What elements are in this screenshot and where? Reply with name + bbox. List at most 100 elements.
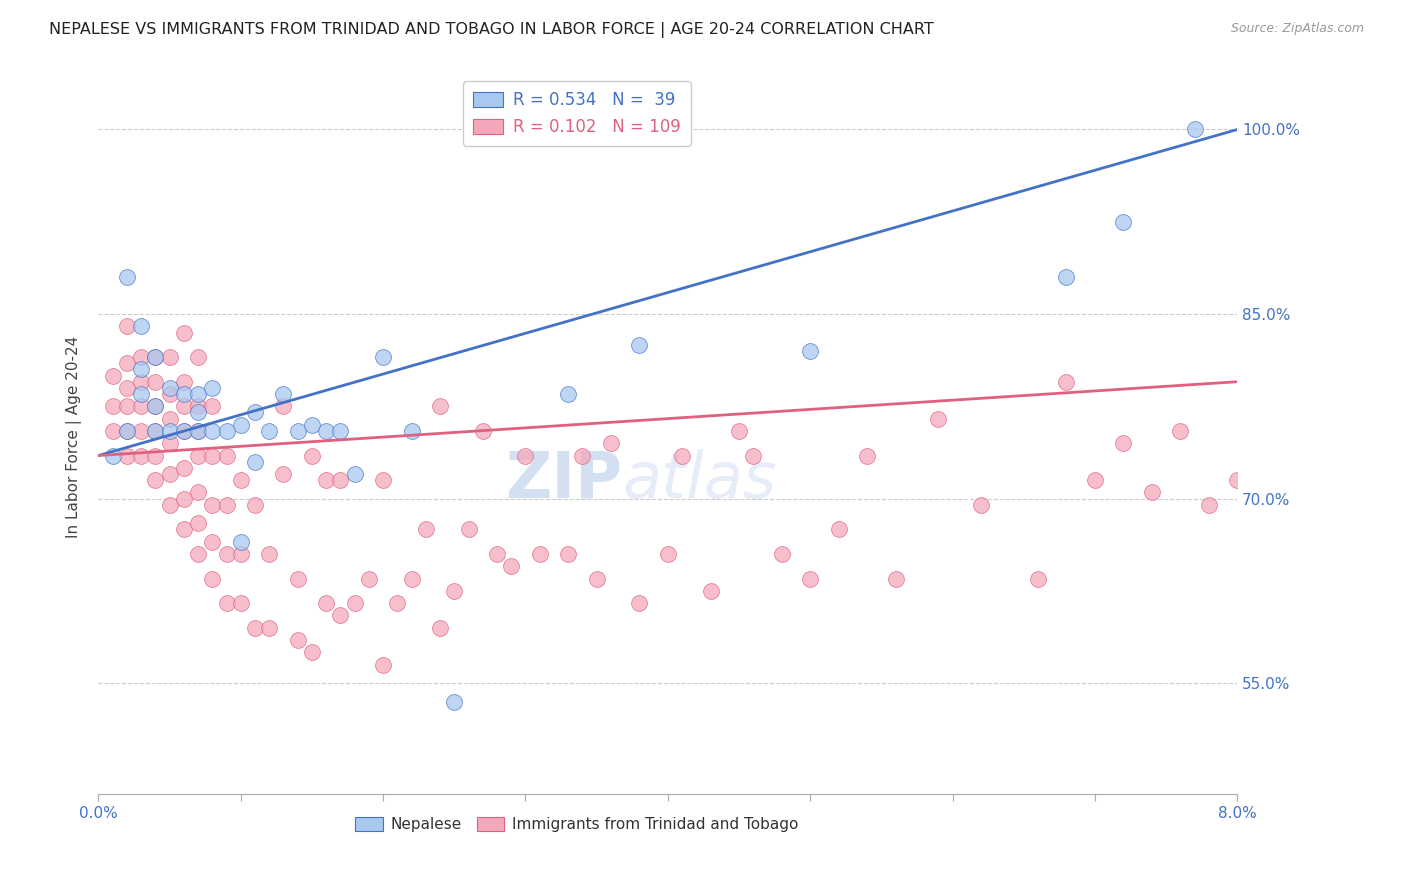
Point xyxy=(173,326,195,340)
Point xyxy=(600,436,623,450)
Point xyxy=(243,455,266,469)
Point xyxy=(173,400,195,414)
Point xyxy=(387,596,409,610)
Point xyxy=(187,405,209,419)
Point xyxy=(259,621,281,635)
Point xyxy=(129,424,152,438)
Point xyxy=(557,387,579,401)
Point xyxy=(173,424,195,438)
Point xyxy=(159,436,181,450)
Point xyxy=(287,633,309,648)
Point xyxy=(287,424,309,438)
Point xyxy=(187,547,209,561)
Point xyxy=(585,572,607,586)
Point xyxy=(187,424,209,438)
Point xyxy=(329,473,352,487)
Point xyxy=(628,338,651,352)
Point xyxy=(173,522,195,536)
Point xyxy=(529,547,551,561)
Point xyxy=(215,498,238,512)
Point xyxy=(187,424,209,438)
Point xyxy=(371,350,394,364)
Point xyxy=(159,424,181,438)
Point xyxy=(1254,510,1277,524)
Point xyxy=(187,350,209,364)
Point xyxy=(159,498,181,512)
Point xyxy=(443,583,465,598)
Point xyxy=(315,424,337,438)
Point xyxy=(101,449,124,463)
Point xyxy=(970,498,993,512)
Point xyxy=(287,572,309,586)
Point xyxy=(201,498,224,512)
Point xyxy=(145,350,167,364)
Point xyxy=(201,534,224,549)
Point xyxy=(201,572,224,586)
Text: NEPALESE VS IMMIGRANTS FROM TRINIDAD AND TOBAGO IN LABOR FORCE | AGE 20-24 CORRE: NEPALESE VS IMMIGRANTS FROM TRINIDAD AND… xyxy=(49,22,934,38)
Point xyxy=(101,368,124,383)
Point xyxy=(201,424,224,438)
Point xyxy=(884,572,907,586)
Point xyxy=(173,491,195,506)
Point xyxy=(115,400,138,414)
Point xyxy=(301,449,323,463)
Point xyxy=(115,424,138,438)
Point xyxy=(371,657,394,672)
Point xyxy=(115,356,138,370)
Point xyxy=(115,424,138,438)
Point xyxy=(429,400,451,414)
Point xyxy=(1284,424,1306,438)
Point xyxy=(101,424,124,438)
Point xyxy=(671,449,693,463)
Point xyxy=(742,449,765,463)
Point xyxy=(215,547,238,561)
Point xyxy=(201,449,224,463)
Point xyxy=(515,449,537,463)
Point xyxy=(243,621,266,635)
Point xyxy=(371,473,394,487)
Point xyxy=(243,405,266,419)
Point xyxy=(129,362,152,376)
Point xyxy=(145,400,167,414)
Legend: Nepalese, Immigrants from Trinidad and Tobago: Nepalese, Immigrants from Trinidad and T… xyxy=(347,809,806,839)
Point xyxy=(357,572,380,586)
Point xyxy=(173,387,195,401)
Point xyxy=(215,424,238,438)
Point xyxy=(229,596,252,610)
Point xyxy=(129,375,152,389)
Point xyxy=(301,417,323,432)
Point xyxy=(329,424,352,438)
Point xyxy=(273,387,295,401)
Point xyxy=(799,343,821,358)
Point xyxy=(115,449,138,463)
Point xyxy=(159,381,181,395)
Point xyxy=(856,449,879,463)
Point xyxy=(1184,122,1206,136)
Point xyxy=(301,645,323,659)
Point xyxy=(486,547,509,561)
Point xyxy=(728,424,751,438)
Text: ZIP: ZIP xyxy=(505,449,623,511)
Point xyxy=(115,319,138,334)
Point xyxy=(115,381,138,395)
Point xyxy=(145,424,167,438)
Point xyxy=(243,498,266,512)
Point xyxy=(571,449,593,463)
Point xyxy=(101,400,124,414)
Point xyxy=(429,621,451,635)
Point xyxy=(401,572,423,586)
Point xyxy=(828,522,851,536)
Point xyxy=(215,449,238,463)
Point xyxy=(1026,572,1049,586)
Point xyxy=(187,400,209,414)
Point xyxy=(799,572,821,586)
Point xyxy=(145,449,167,463)
Point xyxy=(457,522,479,536)
Point xyxy=(343,467,366,481)
Point xyxy=(343,596,366,610)
Point xyxy=(1140,485,1163,500)
Point xyxy=(315,473,337,487)
Point xyxy=(129,350,152,364)
Text: Source: ZipAtlas.com: Source: ZipAtlas.com xyxy=(1230,22,1364,36)
Point xyxy=(401,424,423,438)
